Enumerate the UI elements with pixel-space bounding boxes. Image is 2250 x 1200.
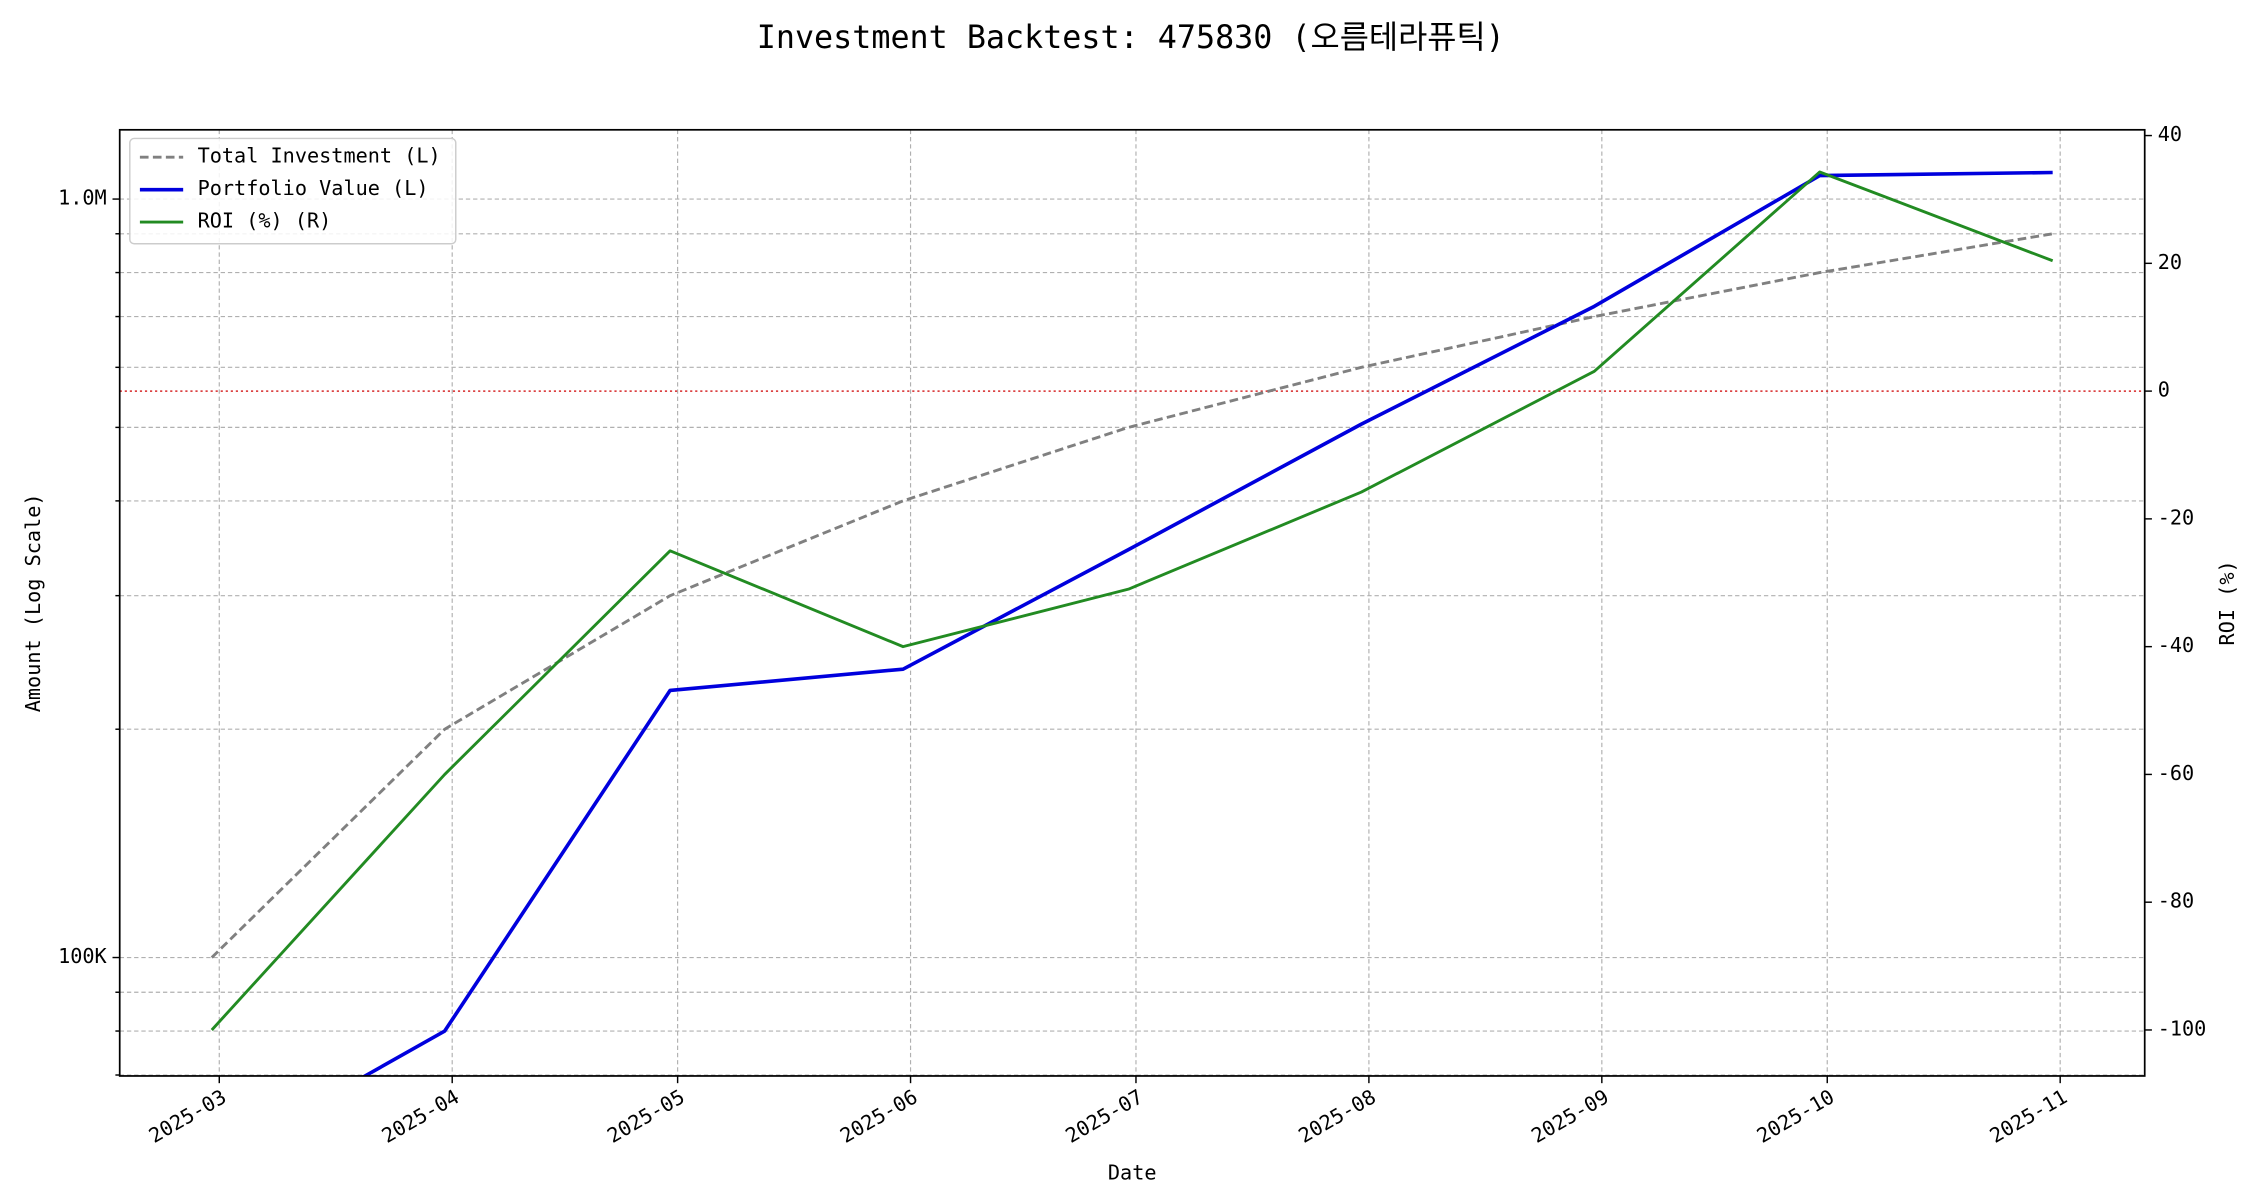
y2-tick-label: -80 [2158, 889, 2194, 913]
y2-axis-label: ROI (%) [2215, 560, 2239, 645]
series-line [210, 170, 2054, 1031]
series-line [361, 170, 2053, 1076]
x-tick-label: 2025-04 [378, 1084, 464, 1147]
legend: Total Investment (L) Portfolio Value (L) R… [129, 137, 457, 245]
x-tick-label: 2025-11 [1986, 1084, 2072, 1147]
y2-tick-label: -20 [2158, 505, 2194, 529]
x-tick-label: 2025-09 [1527, 1084, 1613, 1147]
legend-label: Portfolio Value (L) [198, 176, 429, 200]
y2-tick-label: -100 [2158, 1016, 2207, 1040]
x-tick-label: 2025-10 [1753, 1084, 1839, 1147]
y2-tick-label: -60 [2158, 761, 2194, 785]
x-tick-label: 2025-06 [836, 1084, 922, 1147]
axes-frame [118, 128, 2146, 1077]
y2-tick-label: -40 [2158, 633, 2194, 657]
x-tick-label: 2025-08 [1294, 1084, 1380, 1147]
y2-tick-label: 40 [2158, 122, 2182, 146]
series-line [210, 232, 2053, 959]
y2-tick-label: 0 [2158, 378, 2170, 402]
y-axis-label: Amount (Log Scale) [21, 493, 45, 712]
chart-title: Investment Backtest: 475830 (오름테라퓨틱) [757, 20, 1505, 56]
grid: 2025-03 2025-04 2025-05 2025-06 2025-07 2025-… [58, 122, 2206, 1148]
y-tick-label: 100K [58, 944, 107, 968]
x-axis-label: Date [1108, 1161, 1157, 1185]
x-tick-label: 2025-05 [603, 1084, 689, 1147]
y2-tick-label: 20 [2158, 250, 2182, 274]
x-tick-label: 2025-03 [145, 1084, 231, 1147]
y-tick-label: 1.0M [58, 186, 107, 210]
legend-label: Total Investment (L) [198, 144, 441, 168]
legend-label: ROI (%) (R) [198, 209, 332, 233]
legend-box [129, 137, 457, 245]
x-tick-label: 2025-07 [1061, 1084, 1147, 1147]
plot-area [119, 170, 2145, 1076]
